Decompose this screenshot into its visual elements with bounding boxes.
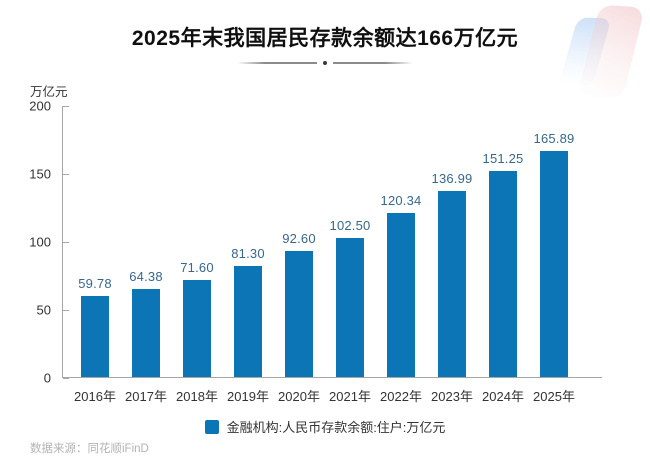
bar <box>132 289 160 377</box>
bar <box>540 151 568 377</box>
x-axis-tick-label: 2025年 <box>533 389 575 404</box>
y-axis-unit-label: 万亿元 <box>30 85 68 99</box>
bar-value-label: 136.99 <box>431 170 473 186</box>
plot-area: 0 50 100 150 200 59.78 2016年 64.38 2017年 71.60 201… <box>29 99 602 404</box>
bar <box>285 251 313 377</box>
y-axis-tick-label: 0 <box>43 370 51 386</box>
underline-left-segment <box>237 62 317 64</box>
bar <box>234 266 262 377</box>
bar-value-label: 165.89 <box>533 131 575 147</box>
legend: 金融机构:人民币存款余额:住户:万亿元 <box>0 417 650 436</box>
x-axis-tick-label: 2024年 <box>482 389 524 404</box>
x-axis-tick-label: 2019年 <box>227 389 269 404</box>
x-axis-tick-label: 2017年 <box>125 389 167 404</box>
x-axis-tick-label: 2016年 <box>74 389 116 404</box>
y-axis-tick <box>63 105 69 107</box>
y-axis-tick-label: 150 <box>29 166 51 182</box>
x-axis-tick-label: 2023年 <box>431 389 473 404</box>
y-axis-tick <box>63 309 69 311</box>
x-axis-tick-label: 2018年 <box>176 389 218 404</box>
bar-value-label: 120.34 <box>380 193 422 209</box>
bar <box>438 190 466 377</box>
x-axis-tick-label: 2021年 <box>329 389 371 404</box>
bar-value-label: 151.25 <box>482 151 524 167</box>
bar <box>387 213 415 377</box>
legend-label: 金融机构:人民币存款余额:住户:万亿元 <box>226 420 446 435</box>
bar <box>336 237 364 377</box>
y-axis-tick-label: 200 <box>29 98 51 114</box>
y-axis-tick <box>63 241 69 243</box>
y-axis-tick <box>63 377 69 379</box>
x-axis-tick-label: 2022年 <box>380 389 422 404</box>
bar-value-label: 92.60 <box>282 231 316 247</box>
bar-value-label: 59.78 <box>78 275 112 291</box>
chart-title: 2025年末我国居民存款余额达166万亿元 <box>131 27 519 50</box>
bar-value-label: 102.50 <box>329 217 371 233</box>
data-source: 数据来源：同花顺iFinD <box>30 443 149 455</box>
bar-value-label: 81.30 <box>231 246 265 262</box>
logo-watermark <box>558 4 645 104</box>
legend-swatch-icon <box>204 419 219 434</box>
bar-value-label: 64.38 <box>129 269 163 285</box>
underline-dot <box>323 61 327 65</box>
y-axis-tick <box>63 173 69 175</box>
y-axis-tick-label: 100 <box>29 234 51 250</box>
x-axis-tick-label: 2020年 <box>278 389 320 404</box>
y-axis-tick-label: 50 <box>36 302 51 318</box>
bar-value-label: 71.60 <box>180 259 214 275</box>
bar <box>81 295 109 377</box>
bar <box>183 279 211 377</box>
title-underline <box>237 61 413 65</box>
bar <box>489 171 517 377</box>
underline-right-segment <box>333 62 413 64</box>
